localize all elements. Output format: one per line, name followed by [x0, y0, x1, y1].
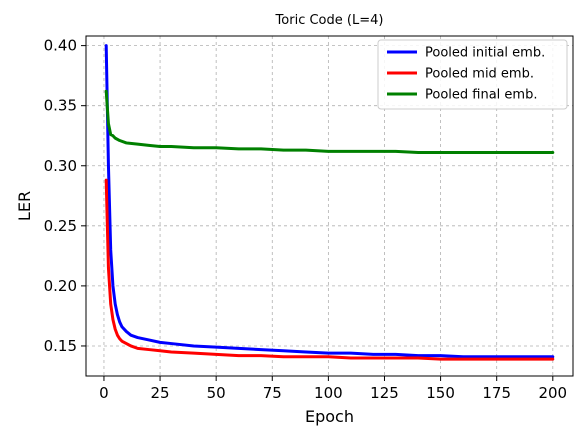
plot-frame	[85, 35, 574, 377]
y-tick-label: 0.35	[44, 97, 77, 115]
series-layer	[104, 44, 555, 361]
chart-title: Toric Code (L=4)	[275, 13, 384, 28]
x-tick-label: 125	[370, 384, 399, 402]
y-tick-label: 0.25	[44, 217, 77, 235]
y-axis: 0.15 0.20 0.25 0.30 0.35 0.40	[44, 37, 86, 355]
legend-label: Pooled initial emb.	[425, 46, 545, 61]
series-line-1	[104, 178, 555, 361]
y-tick-label: 0.20	[44, 277, 77, 295]
x-axis-label: Epoch	[305, 407, 354, 426]
legend: Pooled initial emb. Pooled mid emb. Pooled…	[377, 39, 568, 110]
x-tick-label: 75	[263, 384, 282, 402]
x-tick-label: 50	[207, 384, 226, 402]
y-tick-label: 0.40	[44, 37, 77, 55]
series-line-0	[104, 44, 555, 359]
y-axis-label: LER	[15, 191, 34, 221]
legend-box	[377, 39, 568, 110]
x-tick-label: 100	[314, 384, 343, 402]
x-tick-label: 150	[426, 384, 455, 402]
x-tick-label: 25	[151, 384, 170, 402]
x-tick-label: 0	[99, 384, 109, 402]
x-axis: 0 25 50 75 100 125 150 175 200	[99, 376, 567, 402]
legend-label: Pooled mid emb.	[425, 67, 534, 82]
series-line-2	[104, 89, 555, 155]
x-tick-label: 175	[482, 384, 511, 402]
y-tick-label: 0.15	[44, 337, 77, 355]
x-tick-label: 200	[538, 384, 567, 402]
legend-label: Pooled final emb.	[425, 88, 537, 103]
y-tick-label: 0.30	[44, 157, 77, 175]
